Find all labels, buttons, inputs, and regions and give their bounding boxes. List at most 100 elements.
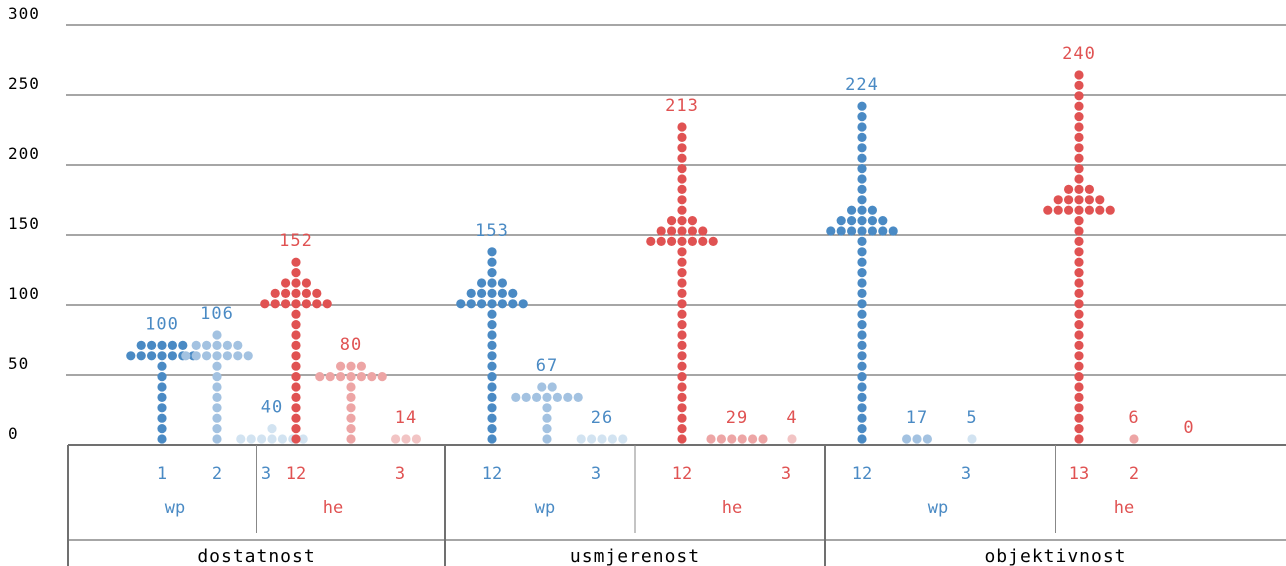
dot xyxy=(677,184,687,194)
dot xyxy=(236,434,246,444)
dot xyxy=(677,153,687,163)
dot xyxy=(547,382,557,392)
value-label: 153 xyxy=(475,221,509,241)
group-label: dostatnost xyxy=(197,546,315,566)
dot xyxy=(346,372,356,382)
dot xyxy=(212,351,222,361)
dot xyxy=(136,351,146,361)
dot xyxy=(542,413,552,423)
dot-column-objektivnost-wp-2 xyxy=(902,434,933,444)
dot xyxy=(1074,143,1084,153)
dot xyxy=(542,392,552,402)
value-label: 67 xyxy=(536,356,558,376)
dot xyxy=(677,174,687,184)
dot xyxy=(291,288,301,298)
dot xyxy=(136,340,146,350)
dot xyxy=(260,299,270,309)
dot xyxy=(677,247,687,257)
dot xyxy=(487,320,497,330)
dot xyxy=(518,299,528,309)
dot xyxy=(677,226,687,236)
dot xyxy=(367,372,377,382)
dot xyxy=(1074,361,1084,371)
dot xyxy=(677,132,687,142)
dot xyxy=(301,299,311,309)
dot xyxy=(147,340,157,350)
dot xyxy=(487,434,497,444)
dot xyxy=(477,278,487,288)
y-tick-label: 100 xyxy=(8,284,40,303)
dot xyxy=(542,424,552,434)
dot xyxy=(487,299,497,309)
dot xyxy=(487,382,497,392)
value-label: 4 xyxy=(786,408,797,428)
dot xyxy=(857,112,867,122)
dot xyxy=(857,132,867,142)
dot-column-dostatnost-he-1 xyxy=(260,257,332,444)
dot xyxy=(677,382,687,392)
dot-column-objektivnost-wp-3 xyxy=(967,434,977,444)
dot xyxy=(857,382,867,392)
sub-label: 12 xyxy=(672,464,692,484)
dot xyxy=(836,216,846,226)
dot xyxy=(677,413,687,423)
dot xyxy=(157,392,167,402)
dot xyxy=(708,236,718,246)
dot xyxy=(836,226,846,236)
dot xyxy=(677,372,687,382)
sub-label: 1 xyxy=(157,464,167,484)
dot xyxy=(857,320,867,330)
dot xyxy=(1064,195,1074,205)
dot xyxy=(157,424,167,434)
dot xyxy=(291,340,301,350)
dot xyxy=(576,434,586,444)
dot xyxy=(857,122,867,132)
dot-column-dostatnost-he-3 xyxy=(391,434,421,444)
dot xyxy=(677,392,687,402)
source-label: wp xyxy=(165,498,185,518)
dot xyxy=(291,434,301,444)
dot xyxy=(677,320,687,330)
dot xyxy=(1084,195,1094,205)
dot xyxy=(212,403,222,413)
dot xyxy=(687,226,698,236)
dot xyxy=(291,424,301,434)
dot xyxy=(857,236,867,246)
dot xyxy=(212,361,222,371)
dot xyxy=(1074,153,1084,163)
dot-column-objektivnost-he-2 xyxy=(1129,434,1139,444)
sub-label: 12 xyxy=(286,464,306,484)
dot xyxy=(698,226,708,236)
sub-label: 2 xyxy=(212,464,222,484)
value-label: 40 xyxy=(261,398,283,418)
dot xyxy=(677,216,687,226)
dot xyxy=(157,351,167,361)
dot xyxy=(677,268,687,278)
dot xyxy=(857,424,867,434)
dot xyxy=(646,236,656,246)
dot xyxy=(1074,392,1084,402)
dot-column-usmjerenost-he-1 xyxy=(646,122,718,444)
dot xyxy=(1074,101,1084,111)
dot xyxy=(487,361,497,371)
dot xyxy=(291,268,301,278)
dot xyxy=(1074,216,1084,226)
dot xyxy=(677,278,687,288)
y-tick-label: 0 xyxy=(8,424,19,443)
value-label: 14 xyxy=(395,408,417,428)
dot xyxy=(487,351,497,361)
dot xyxy=(1074,70,1084,80)
dot xyxy=(706,434,716,444)
group-label: objektivnost xyxy=(984,546,1126,566)
dot xyxy=(888,226,898,236)
dot xyxy=(281,278,291,288)
dot xyxy=(291,309,301,319)
dot xyxy=(466,288,476,298)
dot xyxy=(618,434,628,444)
dot xyxy=(1074,80,1084,90)
value-label: 106 xyxy=(200,304,234,324)
dot xyxy=(667,226,677,236)
dot xyxy=(1074,122,1084,132)
